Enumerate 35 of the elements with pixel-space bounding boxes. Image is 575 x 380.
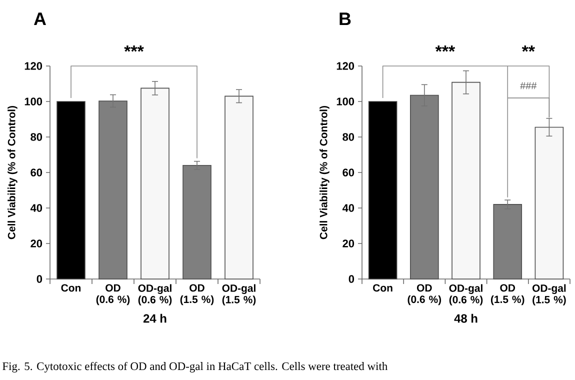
text: *** xyxy=(124,45,144,52)
x-tick-label: OD (1.5 %) xyxy=(490,284,524,306)
text: ** xyxy=(522,45,535,52)
annotation: ### xyxy=(520,82,537,90)
y-tick-label: 100 xyxy=(24,98,42,106)
text: *** xyxy=(435,45,456,52)
x-tick-label: Con xyxy=(61,284,81,292)
chart-title: B xyxy=(340,12,351,25)
x-tick-label: OD (0.6 %) xyxy=(408,284,442,306)
y-tick-label: 20 xyxy=(342,240,354,248)
x-tick-label: OD (1.5 %) xyxy=(180,284,214,306)
y-tick-label: 120 xyxy=(24,62,42,70)
caption: Fig. 5. Cytotoxic effects of OD and OD-gal in HaCaT cells. Cells were treated with xyxy=(2,362,388,372)
x-tick-label: Con xyxy=(373,284,392,292)
y-tick-label: 80 xyxy=(30,133,42,141)
y-axis-title: Cell Viability (% of Control) xyxy=(320,106,330,240)
x-tick-label: OD-gal (0.6 %) xyxy=(138,284,172,306)
y-tick-label: 120 xyxy=(336,62,354,70)
x-axis-title: 24 h xyxy=(143,314,166,323)
x-tick-label: OD (0.6 %) xyxy=(96,284,130,306)
y-tick-label: 60 xyxy=(342,168,354,176)
y-tick-label: 20 xyxy=(30,240,42,248)
y-tick-label: 40 xyxy=(342,204,354,212)
y-tick-label: 0 xyxy=(36,275,42,283)
x-axis-title: 48 h xyxy=(454,314,478,323)
x-tick-label: OD-gal (1.5 %) xyxy=(532,284,566,306)
y-tick-label: 100 xyxy=(336,98,354,106)
y-tick-label: 80 xyxy=(342,133,354,141)
x-tick-label: OD-gal (0.6 %) xyxy=(449,284,483,306)
y-axis-title: Cell Viability (% of Control) xyxy=(8,106,18,240)
chart-title: A xyxy=(34,12,46,25)
y-tick-label: 40 xyxy=(30,204,42,212)
y-tick-label: 0 xyxy=(348,275,354,283)
y-tick-label: 60 xyxy=(30,168,42,176)
x-tick-label: OD-gal (1.5 %) xyxy=(222,284,256,306)
